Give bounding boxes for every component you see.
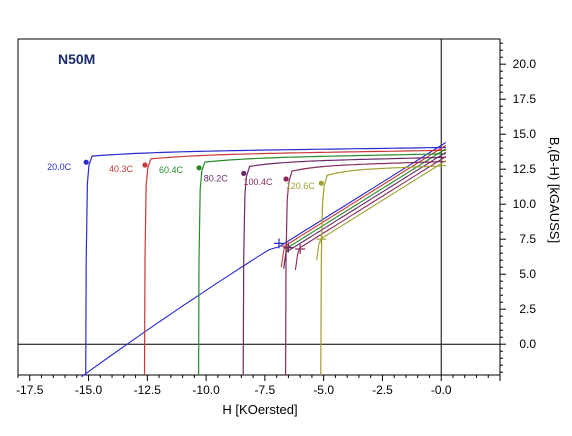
intrinsic-curve-1 [143, 149, 446, 376]
normal-curve-4 [294, 156, 447, 271]
knee-point-0 [83, 159, 89, 165]
x-tick-label: -0.0 [431, 383, 452, 397]
y-tick-label: 5.0 [519, 267, 536, 281]
y-axis-title: B,(B-H) [kGAUSS] [547, 137, 562, 243]
series-layer [81, 142, 447, 378]
axes-layer: -17.5 -15.0 -12.5 -10.0 -7.5 -5.0 -2.5 -0.0 0.0 2… [16, 39, 536, 397]
knee-point-3 [241, 170, 247, 176]
series-label-4: 100.4C [244, 177, 274, 187]
y-tick-label: 10.0 [513, 197, 537, 211]
series-label-3: 80.2C [204, 173, 229, 183]
normal-curve-0 [81, 142, 447, 378]
operating-point-4 [295, 244, 306, 254]
operating-point-0 [273, 238, 284, 249]
x-tick-label: -5.0 [313, 383, 334, 397]
series-label-1: 40.3C [109, 164, 134, 174]
x-tick-label: -10.0 [192, 383, 220, 397]
y-tick-label: 0.0 [519, 337, 536, 351]
y-tick-label: 7.5 [519, 232, 536, 246]
y-tick-label: 20.0 [513, 57, 537, 71]
operating-point-5 [316, 234, 327, 245]
x-tick-label: -12.5 [134, 383, 162, 397]
x-tick-label: -17.5 [16, 383, 44, 397]
operating-point-3 [283, 242, 294, 253]
y-tick-label: 15.0 [513, 127, 537, 141]
series-label-0: 20.0C [47, 162, 72, 172]
normal-curve-5 [316, 160, 447, 261]
knee-point-1 [142, 162, 148, 168]
knee-point-4 [283, 176, 289, 182]
normal-curve-3 [283, 151, 447, 269]
intrinsic-curve-2 [198, 153, 446, 376]
labels-layer: 20.0C 40.3C 60.4C 80.2C 100.4C 120.6C [47, 162, 315, 191]
x-axis-title: H [KOersted] [222, 402, 297, 417]
x-tick-label: -7.5 [255, 383, 276, 397]
intrinsic-curve-0 [85, 146, 446, 376]
series-label-2: 60.4C [159, 165, 184, 175]
y-tick-label: 17.5 [513, 92, 537, 106]
x-tick-label: -15.0 [75, 383, 103, 397]
x-tick-label: -2.5 [372, 383, 393, 397]
y-tick-label: 12.5 [513, 162, 537, 176]
y-tick-label: 2.5 [519, 302, 536, 316]
intrinsic-curve-4 [285, 160, 446, 376]
intrinsic-curve-3 [242, 156, 446, 376]
series-label-5: 120.6C [286, 181, 316, 191]
plot-frame [17, 38, 501, 376]
knee-point-2 [196, 165, 202, 171]
knee-point-5 [318, 180, 324, 186]
intrinsic-curve-5 [320, 165, 446, 376]
chart-title: N50M [58, 51, 95, 67]
